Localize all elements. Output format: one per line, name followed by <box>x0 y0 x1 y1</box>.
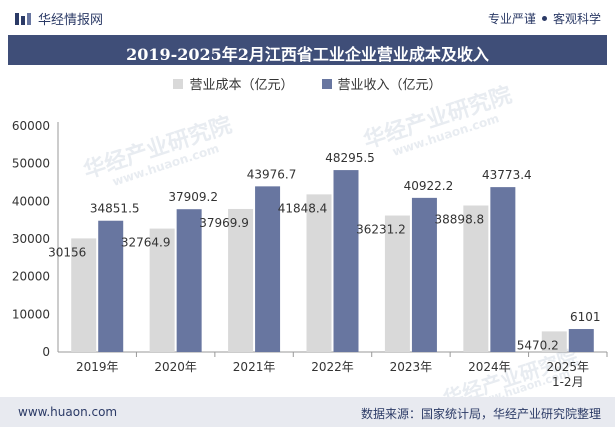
legend-item-revenue: 营业收入（亿元） <box>321 74 442 93</box>
data-label-cost: 30156 <box>48 245 86 259</box>
data-label-revenue: 6101 <box>570 310 601 324</box>
y-tick-label: 50000 <box>12 157 50 171</box>
data-label-cost: 38898.8 <box>435 212 485 226</box>
bar-cost <box>384 215 410 352</box>
bar-cost <box>541 331 567 352</box>
data-label-cost: 36231.2 <box>356 223 406 237</box>
bar-cost <box>71 238 97 352</box>
bar-revenue <box>568 329 594 352</box>
y-tick-label: 40000 <box>12 194 50 208</box>
legend: 营业成本（亿元） 营业收入（亿元） <box>0 74 615 93</box>
bar-revenue <box>333 170 359 352</box>
x-tick-label: 2024年 <box>468 360 511 374</box>
data-label-cost: 41848.4 <box>278 201 328 215</box>
x-tick-label: 2020年 <box>154 360 197 374</box>
x-tick-label: 2021年 <box>233 360 276 374</box>
top-bar: 华经情报网 专业严谨 客观科学 <box>0 0 615 34</box>
bar-revenue <box>98 220 124 352</box>
y-tick-label: 60000 <box>12 119 50 133</box>
legend-swatch-cost <box>173 78 184 89</box>
legend-label-cost: 营业成本（亿元） <box>189 78 294 93</box>
data-label-revenue: 34851.5 <box>90 202 140 216</box>
tagline-left: 专业严谨 <box>487 12 536 26</box>
data-label-revenue: 37909.2 <box>168 190 218 204</box>
footer: www.huaon.com 数据来源：国家统计局，华经产业研究院整理 <box>0 397 615 427</box>
brand-name: 华经情报网 <box>38 13 104 28</box>
brand[interactable]: 华经情报网 <box>14 9 103 28</box>
data-label-revenue: 43976.7 <box>247 167 297 181</box>
title-bar: 2019-2025年2月江西省工业企业营业成本及收入 <box>8 35 607 65</box>
legend-item-cost: 营业成本（亿元） <box>173 74 294 93</box>
bullet-icon <box>541 16 547 21</box>
bar-cost <box>228 208 254 352</box>
x-tick-label: 2025年 <box>547 360 590 374</box>
footer-url[interactable]: www.huaon.com <box>18 405 118 419</box>
data-label-cost: 37969.9 <box>199 216 249 230</box>
data-label-revenue: 43773.4 <box>482 168 532 182</box>
bar-cost <box>149 228 175 352</box>
y-tick-label: 30000 <box>12 232 50 246</box>
x-tick-label: 2023年 <box>390 360 433 374</box>
x-tick-label: 1-2月 <box>552 375 584 389</box>
y-tick-label: 10000 <box>12 307 50 321</box>
bar-revenue <box>411 197 437 352</box>
legend-label-revenue: 营业收入（亿元） <box>337 78 442 93</box>
footer-source: 数据来源：国家统计局，华经产业研究院整理 <box>360 407 601 421</box>
bar-revenue <box>255 186 281 352</box>
chart-title: 2019-2025年2月江西省工业企业营业成本及收入 <box>126 45 489 64</box>
bar-revenue <box>490 187 516 352</box>
data-label-revenue: 40922.2 <box>404 179 454 193</box>
bar-cost <box>463 205 489 352</box>
data-label-cost: 32764.9 <box>121 236 171 250</box>
x-tick-label: 2019年 <box>76 360 119 374</box>
data-label-cost: 5470.2 <box>517 338 559 352</box>
tagline: 专业严谨 客观科学 <box>488 10 601 27</box>
tagline-right: 客观科学 <box>552 12 601 26</box>
bar-cost <box>306 194 332 352</box>
y-tick-label: 20000 <box>12 270 50 284</box>
legend-swatch-revenue <box>321 78 332 89</box>
data-label-revenue: 48295.5 <box>325 151 375 165</box>
logo-icon <box>14 11 32 27</box>
bar-revenue <box>176 209 202 352</box>
x-tick-label: 2022年 <box>311 360 354 374</box>
y-tick-label: 0 <box>42 345 50 359</box>
